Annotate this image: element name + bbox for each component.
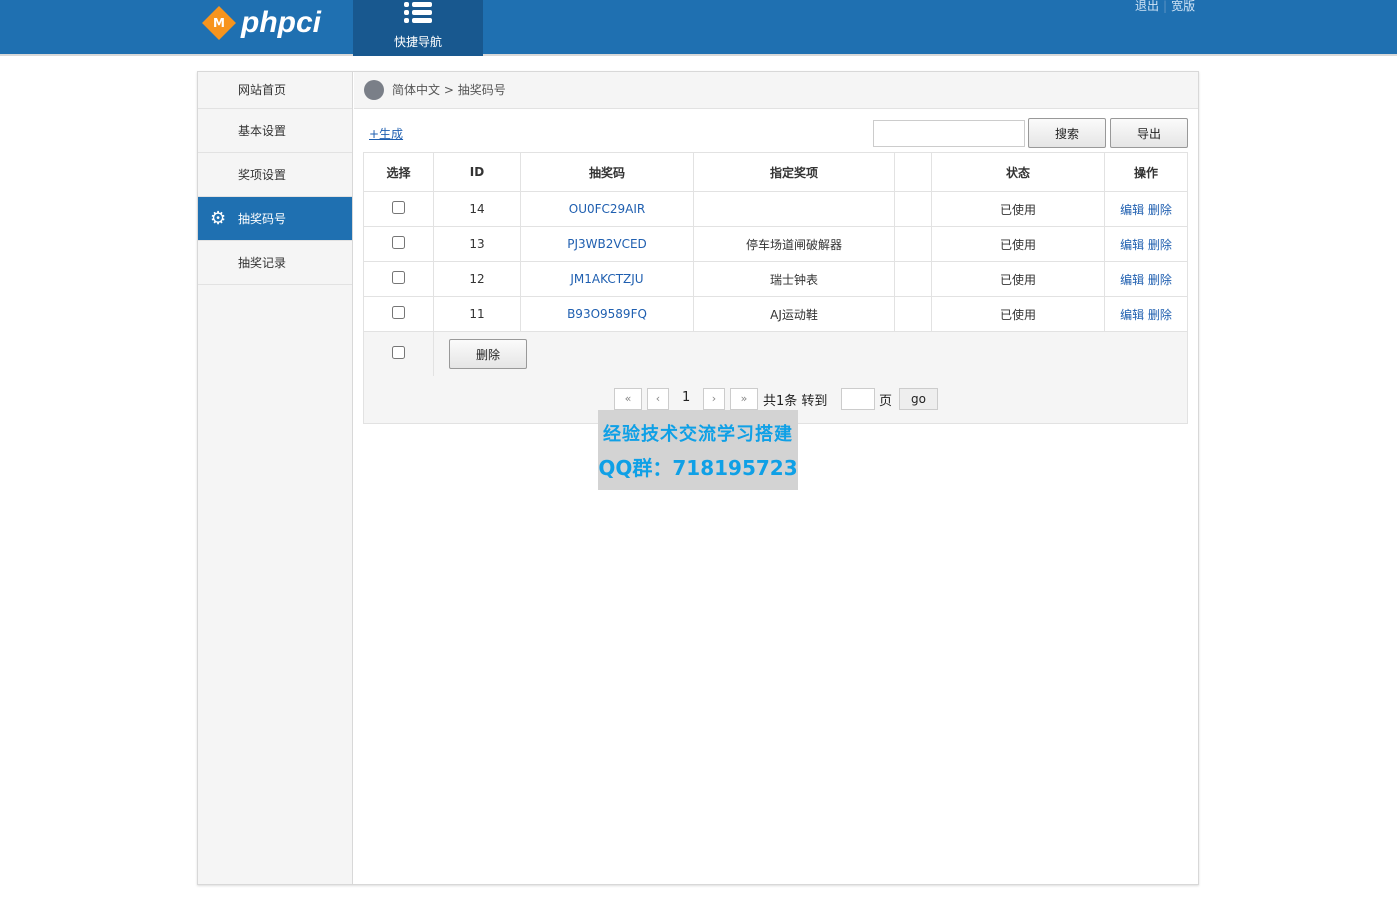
export-button[interactable]: 导出 bbox=[1110, 118, 1188, 148]
row-blank bbox=[894, 296, 932, 332]
sidebar-item-lottery-records[interactable]: 抽奖记录 bbox=[198, 241, 352, 285]
wide-layout-link[interactable]: 宽版 bbox=[1171, 0, 1196, 13]
table-header-row: 选择 ID 抽奖码 指定奖项 状态 操作 bbox=[363, 152, 1188, 192]
row-code: B93O9589FQ bbox=[520, 296, 694, 332]
row-status: 已使用 bbox=[931, 261, 1105, 297]
row-status: 已使用 bbox=[931, 191, 1105, 227]
breadcrumb: 简体中文 > 抽奖码号 bbox=[354, 72, 1198, 109]
row-checkbox[interactable] bbox=[392, 236, 405, 249]
row-id: 12 bbox=[433, 261, 521, 297]
row-blank bbox=[894, 261, 932, 297]
pagination: « ‹ 1 › » 共1条 转到 页 go bbox=[363, 376, 1188, 424]
quick-nav-label: 快捷导航 bbox=[393, 35, 442, 49]
logo-mark-text: M bbox=[213, 15, 225, 30]
logo[interactable]: M phpci bbox=[202, 6, 321, 40]
next-page-button[interactable]: › bbox=[703, 388, 725, 410]
col-prize: 指定奖项 bbox=[693, 152, 895, 192]
logout-link[interactable]: 退出 bbox=[1135, 0, 1160, 13]
row-code: OU0FC29AIR bbox=[520, 191, 694, 227]
col-select: 选择 bbox=[363, 152, 434, 192]
watermark-line1: 经验技术交流学习搭建 bbox=[603, 424, 793, 445]
sidebar-item-label: 基本设置 bbox=[238, 124, 287, 138]
row-prize bbox=[693, 191, 895, 227]
globe-icon bbox=[364, 80, 384, 100]
row-id: 14 bbox=[433, 191, 521, 227]
row-id: 11 bbox=[433, 296, 521, 332]
top-links: 退出 | 宽版 bbox=[1135, 0, 1195, 14]
logo-mark: M bbox=[202, 6, 236, 40]
gear-icon: ⚙ bbox=[210, 208, 227, 229]
sidebar-item-basic-settings[interactable]: 基本设置 bbox=[198, 109, 352, 153]
page-unit-label: 页 bbox=[879, 394, 893, 409]
col-code: 抽奖码 bbox=[520, 152, 694, 192]
breadcrumb-current: 抽奖码号 bbox=[457, 83, 506, 97]
row-prize: 停车场道闸破解器 bbox=[693, 226, 895, 262]
delete-link[interactable]: 删除 bbox=[1147, 237, 1172, 252]
row-checkbox[interactable] bbox=[392, 271, 405, 284]
sidebar-item-lottery-codes[interactable]: ⚙ 抽奖码号 bbox=[198, 197, 352, 241]
col-blank bbox=[894, 152, 932, 192]
search-button[interactable]: 搜索 bbox=[1028, 118, 1106, 148]
row-code: JM1AKCTZJU bbox=[520, 261, 694, 297]
sidebar-item-label: 奖项设置 bbox=[238, 168, 287, 182]
delete-link[interactable]: 删除 bbox=[1147, 202, 1172, 217]
edit-link[interactable]: 编辑 bbox=[1120, 307, 1145, 322]
watermark: 经验技术交流学习搭建 QQ群：718195723 bbox=[598, 410, 798, 490]
row-checkbox[interactable] bbox=[392, 201, 405, 214]
edit-link[interactable]: 编辑 bbox=[1120, 202, 1145, 217]
row-status: 已使用 bbox=[931, 296, 1105, 332]
list-icon bbox=[404, 2, 432, 23]
watermark-line2: QQ群：718195723 bbox=[598, 456, 798, 480]
table-footer-row: 删除 bbox=[363, 331, 1188, 377]
sidebar-item-label: 抽奖码号 bbox=[238, 212, 287, 226]
table-row: 14 OU0FC29AIR 已使用 编辑 删除 bbox=[363, 191, 1188, 227]
row-id: 13 bbox=[433, 226, 521, 262]
delete-link[interactable]: 删除 bbox=[1147, 307, 1172, 322]
row-status: 已使用 bbox=[931, 226, 1105, 262]
bulk-delete-button[interactable]: 删除 bbox=[449, 339, 527, 369]
generate-link[interactable]: +生成 bbox=[369, 127, 404, 141]
row-blank bbox=[894, 191, 932, 227]
sidebar-item-home[interactable]: 网站首页 bbox=[198, 72, 352, 109]
first-page-button[interactable]: « bbox=[614, 388, 642, 410]
col-id: ID bbox=[433, 152, 521, 192]
select-all-checkbox[interactable] bbox=[392, 346, 405, 359]
row-code: PJ3WB2VCED bbox=[520, 226, 694, 262]
goto-page-input[interactable] bbox=[841, 388, 875, 410]
edit-link[interactable]: 编辑 bbox=[1120, 237, 1145, 252]
table-row: 13 PJ3WB2VCED 停车场道闸破解器 已使用 编辑 删除 bbox=[363, 226, 1188, 262]
go-button[interactable]: go bbox=[899, 388, 938, 410]
breadcrumb-separator: > bbox=[443, 83, 454, 97]
col-actions: 操作 bbox=[1104, 152, 1188, 192]
sidebar-item-label: 抽奖记录 bbox=[238, 256, 287, 270]
table-row: 12 JM1AKCTZJU 瑞士钟表 已使用 编辑 删除 bbox=[363, 261, 1188, 297]
row-prize: AJ运动鞋 bbox=[693, 296, 895, 332]
sidebar-item-prize-settings[interactable]: 奖项设置 bbox=[198, 153, 352, 197]
sidebar: 网站首页 基本设置 奖项设置 ⚙ 抽奖码号 抽奖记录 bbox=[198, 72, 353, 884]
logo-text: phpci bbox=[241, 6, 321, 39]
breadcrumb-lang[interactable]: 简体中文 bbox=[392, 83, 441, 97]
divider: | bbox=[1163, 0, 1168, 13]
last-page-button[interactable]: » bbox=[730, 388, 758, 410]
quick-nav-button[interactable]: 快捷导航 bbox=[353, 0, 483, 56]
total-goto-label: 共1条 转到 bbox=[763, 394, 828, 409]
current-page[interactable]: 1 bbox=[682, 390, 691, 405]
search-input[interactable] bbox=[873, 120, 1025, 147]
row-checkbox[interactable] bbox=[392, 306, 405, 319]
edit-link[interactable]: 编辑 bbox=[1120, 272, 1145, 287]
sidebar-item-label: 网站首页 bbox=[238, 83, 287, 97]
top-header: M phpci 快捷导航 退出 | 宽版 bbox=[0, 0, 1397, 56]
content-wrapper: 网站首页 基本设置 奖项设置 ⚙ 抽奖码号 抽奖记录 简体中文 > 抽奖码号 +生… bbox=[197, 71, 1199, 885]
col-status: 状态 bbox=[931, 152, 1105, 192]
row-blank bbox=[894, 226, 932, 262]
delete-link[interactable]: 删除 bbox=[1147, 272, 1172, 287]
table-row: 11 B93O9589FQ AJ运动鞋 已使用 编辑 删除 bbox=[363, 296, 1188, 332]
row-prize: 瑞士钟表 bbox=[693, 261, 895, 297]
prev-page-button[interactable]: ‹ bbox=[647, 388, 669, 410]
codes-table: 选择 ID 抽奖码 指定奖项 状态 操作 14 OU0FC29AIR 已使用 编… bbox=[363, 152, 1188, 377]
